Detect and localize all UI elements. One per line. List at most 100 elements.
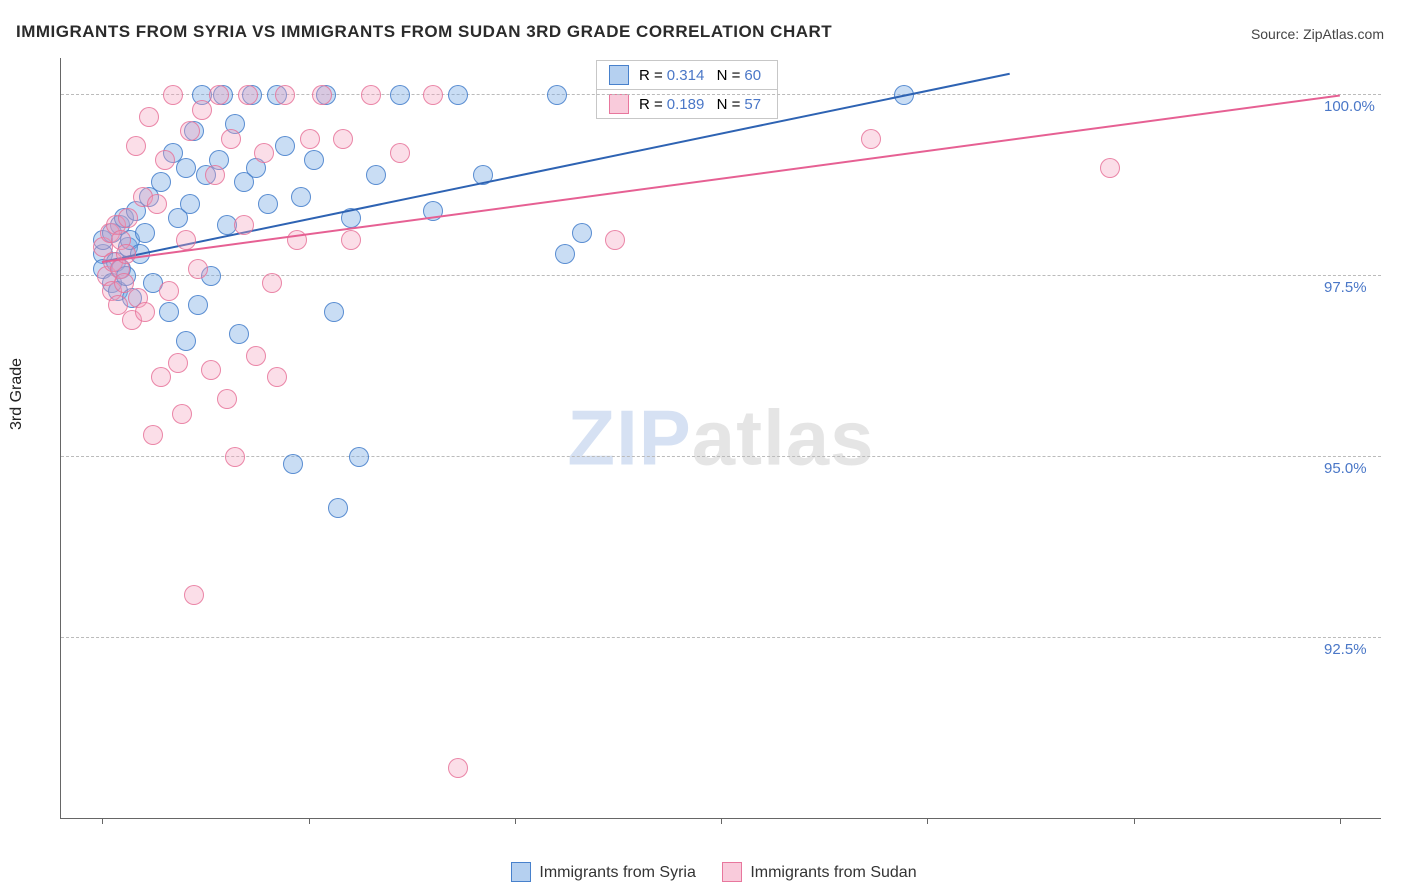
watermark-atlas: atlas — [692, 394, 875, 482]
legend-r-sudan: 0.189 — [667, 96, 705, 113]
y-tick-label: 92.5% — [1324, 641, 1367, 658]
x-tick — [515, 818, 516, 824]
data-point-sudan — [312, 85, 332, 105]
data-point-sudan — [172, 404, 192, 424]
legend-swatch-sudan — [609, 94, 629, 114]
data-point-sudan — [341, 230, 361, 250]
legend-swatch-syria — [609, 65, 629, 85]
scatter-plot-area: ZIPatlas R = 0.314 N = 60 R = 0.189 N = … — [60, 58, 1381, 819]
data-point-sudan — [246, 346, 266, 366]
footer-label-sudan: Immigrants from Sudan — [750, 864, 916, 881]
data-point-sudan — [238, 85, 258, 105]
x-tick — [1134, 818, 1135, 824]
data-point-sudan — [390, 143, 410, 163]
data-point-sudan — [159, 281, 179, 301]
data-point-sudan — [225, 447, 245, 467]
data-point-sudan — [201, 360, 221, 380]
data-point-sudan — [188, 259, 208, 279]
data-point-syria — [390, 85, 410, 105]
data-point-sudan — [361, 85, 381, 105]
data-point-syria — [328, 498, 348, 518]
data-point-sudan — [605, 230, 625, 250]
gridline — [61, 637, 1381, 638]
data-point-sudan — [116, 244, 136, 264]
data-point-sudan — [267, 367, 287, 387]
data-point-syria — [547, 85, 567, 105]
watermark-zip: ZIP — [567, 394, 691, 482]
gridline — [61, 456, 1381, 457]
data-point-sudan — [155, 150, 175, 170]
data-point-sudan — [126, 136, 146, 156]
footer-swatch-sudan — [722, 862, 742, 882]
data-point-syria — [176, 331, 196, 351]
footer-label-syria: Immigrants from Syria — [539, 864, 695, 881]
gridline — [61, 275, 1381, 276]
legend-r-label: R = — [639, 96, 663, 113]
data-point-sudan — [118, 208, 138, 228]
data-point-sudan — [139, 107, 159, 127]
data-point-syria — [555, 244, 575, 264]
data-point-syria — [176, 158, 196, 178]
data-point-syria — [349, 447, 369, 467]
correlation-legend: R = 0.314 N = 60 R = 0.189 N = 57 — [596, 60, 778, 119]
data-point-syria — [304, 150, 324, 170]
data-point-syria — [448, 85, 468, 105]
chart-title: IMMIGRANTS FROM SYRIA VS IMMIGRANTS FROM… — [16, 22, 832, 42]
y-tick-label: 95.0% — [1324, 460, 1367, 477]
footer-swatch-syria — [511, 862, 531, 882]
data-point-sudan — [423, 85, 443, 105]
data-point-sudan — [163, 85, 183, 105]
data-point-sudan — [1100, 158, 1120, 178]
legend-row-syria: R = 0.314 N = 60 — [597, 61, 777, 90]
trend-line-sudan — [102, 94, 1340, 262]
data-point-sudan — [333, 129, 353, 149]
data-point-sudan — [143, 425, 163, 445]
y-axis-label: 3rd Grade — [8, 358, 26, 430]
data-point-sudan — [192, 100, 212, 120]
data-point-syria — [275, 136, 295, 156]
x-tick — [721, 818, 722, 824]
data-point-syria — [366, 165, 386, 185]
footer-legend: Immigrants from Syria Immigrants from Su… — [0, 862, 1406, 884]
legend-n-syria: 60 — [744, 67, 761, 84]
data-point-sudan — [217, 389, 237, 409]
data-point-sudan — [168, 353, 188, 373]
data-point-sudan — [135, 302, 155, 322]
watermark: ZIPatlas — [567, 393, 874, 484]
legend-n-sudan: 57 — [744, 96, 761, 113]
data-point-sudan — [184, 585, 204, 605]
data-point-sudan — [221, 129, 241, 149]
data-point-sudan — [234, 215, 254, 235]
x-tick — [309, 818, 310, 824]
data-point-syria — [135, 223, 155, 243]
x-tick — [927, 818, 928, 824]
data-point-syria — [180, 194, 200, 214]
data-point-sudan — [147, 194, 167, 214]
data-point-sudan — [209, 85, 229, 105]
data-point-sudan — [176, 230, 196, 250]
data-point-syria — [572, 223, 592, 243]
data-point-syria — [151, 172, 171, 192]
legend-r-syria: 0.314 — [667, 67, 705, 84]
data-point-syria — [291, 187, 311, 207]
data-point-syria — [324, 302, 344, 322]
data-point-syria — [159, 302, 179, 322]
source-attribution: Source: ZipAtlas.com — [1251, 26, 1384, 42]
data-point-sudan — [300, 129, 320, 149]
data-point-sudan — [180, 121, 200, 141]
data-point-sudan — [275, 85, 295, 105]
data-point-sudan — [861, 129, 881, 149]
data-point-sudan — [448, 758, 468, 778]
data-point-syria — [283, 454, 303, 474]
x-tick — [1340, 818, 1341, 824]
data-point-sudan — [151, 367, 171, 387]
data-point-syria — [258, 194, 278, 214]
data-point-syria — [229, 324, 249, 344]
data-point-sudan — [262, 273, 282, 293]
y-tick-label: 97.5% — [1324, 279, 1367, 296]
legend-r-label: R = — [639, 67, 663, 84]
legend-n-label: N = — [717, 67, 741, 84]
legend-n-label: N = — [717, 96, 741, 113]
data-point-sudan — [205, 165, 225, 185]
data-point-sudan — [254, 143, 274, 163]
